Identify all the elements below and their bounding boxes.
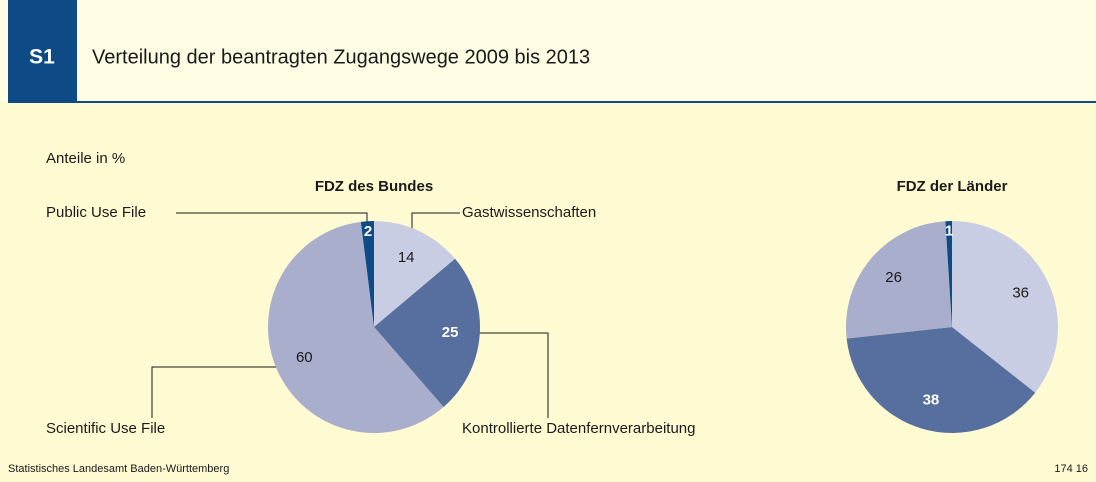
pie-slice	[268, 221, 444, 433]
value-label: 1	[945, 223, 953, 240]
header-band	[0, 0, 1096, 102]
leader-line	[478, 332, 549, 418]
source: Statistisches Landesamt Baden-Württember…	[8, 463, 229, 475]
header-code: S1	[29, 46, 55, 69]
pie-slice	[846, 221, 952, 339]
leader-line	[151, 366, 280, 418]
value-label: 14	[398, 249, 415, 266]
value-label: 38	[923, 391, 940, 408]
header-code-box	[8, 0, 77, 102]
pie-slice	[952, 221, 1058, 393]
leader-line	[176, 212, 368, 223]
pie-slice	[360, 221, 374, 327]
value-label: 26	[885, 269, 902, 286]
value-label: 2	[364, 223, 372, 240]
subtitle: Anteile in %	[46, 150, 125, 167]
pie-slice	[945, 221, 952, 327]
pie-title: FDZ des Bundes	[315, 178, 433, 195]
pie-slice	[374, 258, 480, 408]
category-label: Public Use File	[46, 204, 146, 221]
category-label: Scientific Use File	[46, 420, 165, 437]
value-label: 25	[442, 324, 459, 341]
value-label: 60	[296, 349, 313, 366]
value-label: 36	[1012, 285, 1029, 302]
pie-slice	[846, 327, 1036, 433]
leader-line	[411, 212, 460, 230]
leader-lines	[151, 212, 549, 418]
category-label: Gastwissenschaften	[462, 204, 596, 221]
pie-slice	[374, 221, 456, 327]
category-label: Kontrollierte Datenfernverarbeitung	[462, 420, 695, 437]
chart-id: 174 16	[1054, 463, 1088, 475]
pie-title: FDZ der Länder	[897, 178, 1008, 195]
header-title: Verteilung der beantragten Zugangswege 2…	[92, 46, 590, 68]
